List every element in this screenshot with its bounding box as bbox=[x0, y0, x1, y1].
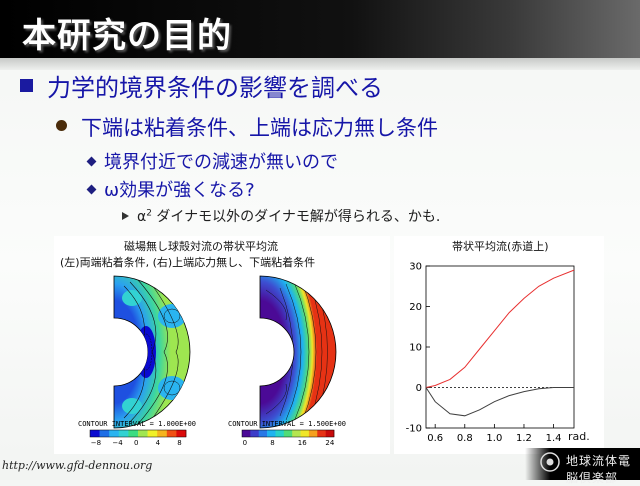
panel-b-colorbar-swatch bbox=[258, 430, 268, 437]
x-tick-label: 0.8 bbox=[457, 433, 473, 444]
panel-b-colorbar-swatch bbox=[275, 430, 285, 437]
panel-b-colorbar-swatch bbox=[300, 430, 310, 437]
triangle-bullet-icon bbox=[122, 212, 129, 220]
bullet-level3-first-text: 境界付近での減速が無いので bbox=[104, 152, 338, 173]
bullet-level4-sup: 2 bbox=[146, 208, 152, 219]
chart-title: 帯状平均流(赤道上) bbox=[452, 240, 549, 253]
bullet-level1: 力学的境界条件の影響を調べる bbox=[20, 68, 383, 103]
y-tick-label: 20 bbox=[409, 302, 422, 313]
y-tick-label: 30 bbox=[409, 262, 422, 273]
panel-a-colorbar-tick-label: 0 bbox=[134, 439, 139, 447]
panel-b-colorbar-swatch bbox=[242, 430, 251, 437]
panel-a-colorbar-swatch bbox=[128, 430, 139, 437]
figure-caption-line1: 磁場無し球殻対流の帯状平均流 bbox=[124, 240, 278, 253]
panel-a-contour-interval: CONTOUR INTERVAL = 1.000E+00 bbox=[78, 420, 197, 428]
bullet-level1-text: 力学的境界条件の影響を調べる bbox=[47, 74, 383, 102]
panel-a-colorbar-swatch bbox=[118, 430, 129, 437]
panel-a-colorbar-swatch bbox=[166, 430, 177, 437]
series-line-0 bbox=[425, 269, 575, 388]
panel-b-colorbar-swatch bbox=[267, 430, 276, 437]
chart-plot-frame bbox=[425, 265, 575, 429]
chart-xlabel: rad. bbox=[568, 430, 590, 443]
y-tick-label: 0 bbox=[416, 383, 422, 394]
diamond-bullet-icon bbox=[86, 156, 97, 167]
x-tick-label: 1.4 bbox=[546, 433, 562, 444]
panel-a-colorbar-swatch bbox=[157, 430, 168, 437]
equatorial-zonal-flow-chart: 帯状平均流(赤道上) 30 20 10 0 -10 0.6 0.8 1.0 1.2 1.4 rad… bbox=[394, 236, 604, 454]
zonal-flow-contour-figure: 磁場無し球殻対流の帯状平均流 (左)両端粘着条件, (右)上端応力無し、下端粘着… bbox=[54, 236, 390, 454]
bullet-level2: 下端は粘着条件、上端は応力無し条件 bbox=[56, 112, 438, 142]
title-bar: 本研究の目的 bbox=[0, 0, 640, 58]
bullet-level3-second: ω効果が強くなる? bbox=[86, 176, 255, 202]
footer-url: http://www.gfd-dennou.org bbox=[2, 459, 153, 472]
y-tick-label: 10 bbox=[409, 343, 422, 354]
bullet-level2-text: 下端は粘着条件、上端は応力無し条件 bbox=[81, 116, 438, 140]
panel-a-colorbar-tick-label: 4 bbox=[155, 439, 161, 447]
y-tick-label: -10 bbox=[406, 424, 422, 435]
dot-bullet-icon bbox=[56, 120, 67, 131]
bullet-level3-first: 境界付近での減速が無いので bbox=[86, 148, 338, 174]
panel-a-colorbar-tick-label: −4 bbox=[112, 439, 123, 447]
bullet-level4-text: ダイナモ以外のダイナモ解が得られる、かも. bbox=[151, 209, 441, 225]
panel-a-colorbar-tick-label: 8 bbox=[177, 439, 182, 447]
panel-a-colorbar-swatch bbox=[147, 430, 158, 437]
panel-b-colorbar-swatch bbox=[308, 430, 318, 437]
x-tick-label: 1.2 bbox=[516, 433, 532, 444]
panel-b-colorbar-tick-label: 16 bbox=[297, 439, 307, 447]
line-chart-svg: 30 20 10 0 -10 0.6 0.8 1.0 1.2 1.4 bbox=[406, 262, 575, 444]
slide-title: 本研究の目的 bbox=[22, 16, 232, 56]
panel-b-shell bbox=[259, 275, 337, 429]
panel-b-contour-interval: CONTOUR INTERVAL = 1.500E+00 bbox=[228, 420, 347, 428]
panel-b-colorbar-swatch bbox=[317, 430, 326, 437]
dennou-logo-icon bbox=[540, 452, 560, 472]
panel-a-colorbar-swatch bbox=[176, 430, 187, 437]
panel-b-colorbar-tick-label: 8 bbox=[270, 439, 275, 447]
panel-a-colorbar-tick-label: −8 bbox=[90, 439, 102, 447]
panel-b-colorbar-swatch bbox=[325, 430, 335, 437]
title-shadow-band bbox=[0, 58, 640, 70]
panel-a-colorbar bbox=[89, 429, 187, 438]
panel-a-colorbar-swatch bbox=[90, 430, 100, 437]
series-line-1 bbox=[425, 387, 574, 417]
figure-caption-line2: (左)両端粘着条件, (右)上端応力無し、下端粘着条件 bbox=[60, 256, 316, 269]
panel-b-colorbar bbox=[241, 429, 335, 438]
panel-b-colorbar-swatch bbox=[292, 430, 301, 437]
x-tick-label: 1.0 bbox=[486, 433, 502, 444]
bullet-level3-second-text: ω効果が強くなる? bbox=[104, 180, 255, 201]
logo-area bbox=[525, 448, 640, 480]
panel-b-colorbar-tick-label: 24 bbox=[325, 439, 335, 447]
x-tick-label: 0.6 bbox=[427, 433, 443, 444]
panel-b-colorbar-tick-label: 0 bbox=[242, 439, 248, 447]
contour-panels-svg bbox=[89, 275, 337, 438]
panel-a-shell bbox=[113, 275, 191, 429]
panel-a-colorbar-swatch bbox=[109, 430, 120, 437]
bullet-level4-alpha: α bbox=[137, 209, 147, 225]
panel-b-colorbar-swatch bbox=[250, 430, 260, 437]
bullet-level4: α2 ダイナモ以外のダイナモ解が得られる、かも. bbox=[122, 206, 440, 226]
square-bullet-icon bbox=[20, 79, 33, 92]
logo-text: 地球流体電脳倶楽部 bbox=[566, 454, 632, 485]
diamond-bullet-icon bbox=[86, 184, 97, 195]
panel-b-colorbar-swatch bbox=[283, 430, 293, 437]
panel-a-colorbar-swatch bbox=[138, 430, 148, 437]
panel-a-colorbar-swatch bbox=[99, 430, 110, 437]
